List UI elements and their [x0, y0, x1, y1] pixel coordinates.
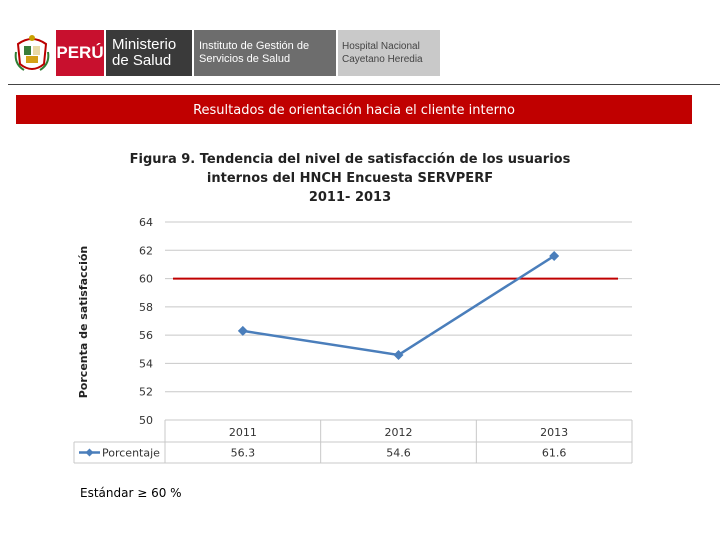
- y-tick-label: 50: [139, 414, 153, 427]
- standard-note: Estándar ≥ 60 %: [80, 486, 182, 500]
- x-tick-label: 2013: [540, 426, 568, 439]
- data-point: [237, 325, 248, 336]
- x-tick-label: 2011: [229, 426, 257, 439]
- ministry-line1: Ministerio: [112, 36, 177, 53]
- chart-title: Figura 9. Tendencia del nivel de satisfa…: [100, 150, 600, 207]
- y-tick-label: 58: [139, 301, 153, 314]
- section-banner: Resultados de orientación hacia el clien…: [16, 95, 692, 124]
- institute-logo: Instituto de Gestión de Servicios de Sal…: [194, 30, 336, 76]
- chart-title-line-2: internos del HNCH Encuesta SERVPERF: [206, 171, 494, 186]
- data-table-value: 54.6: [386, 447, 411, 460]
- x-tick-label: 2012: [385, 426, 413, 439]
- coat-of-arms-icon: [14, 35, 50, 71]
- peru-logo: PERÚ: [56, 30, 104, 76]
- legend-label: Porcentaje: [102, 447, 160, 460]
- ministry-line2: de Salud: [112, 52, 172, 69]
- header: PERÚ Ministerio de Salud Instituto de Ge…: [0, 0, 720, 86]
- institute-line2: Servicios de Salud: [199, 53, 291, 65]
- legend-marker: [85, 448, 94, 457]
- y-tick-label: 52: [139, 386, 153, 399]
- chart-title-line-3: 2011- 2013: [308, 190, 392, 205]
- y-tick-label: 64: [139, 216, 153, 229]
- y-tick-label: 60: [139, 273, 153, 286]
- y-tick-label: 54: [139, 357, 153, 370]
- data-point: [393, 349, 404, 360]
- y-tick-label: 56: [139, 329, 153, 342]
- peru-logo-text: PERÚ: [56, 43, 104, 62]
- data-table-value: 61.6: [542, 447, 567, 460]
- header-divider: [8, 84, 720, 85]
- data-table-value: 56.3: [231, 447, 256, 460]
- chart-title-line-1: Figura 9. Tendencia del nivel de satisfa…: [129, 152, 571, 167]
- banner-text: Resultados de orientación hacia el clien…: [193, 103, 515, 118]
- hospital-logo: Hospital Nacional Cayetano Heredia: [338, 30, 440, 76]
- institute-line1: Instituto de Gestión de: [199, 40, 310, 52]
- series-line: [242, 254, 555, 357]
- y-axis-label: Porcenta de satisfacción: [77, 246, 90, 399]
- hospital-line1: Hospital Nacional: [342, 41, 420, 52]
- ministry-logo: Ministerio de Salud: [106, 30, 192, 76]
- data-point: [549, 250, 560, 261]
- y-tick-label: 62: [139, 244, 153, 257]
- hospital-line2: Cayetano Heredia: [342, 54, 423, 65]
